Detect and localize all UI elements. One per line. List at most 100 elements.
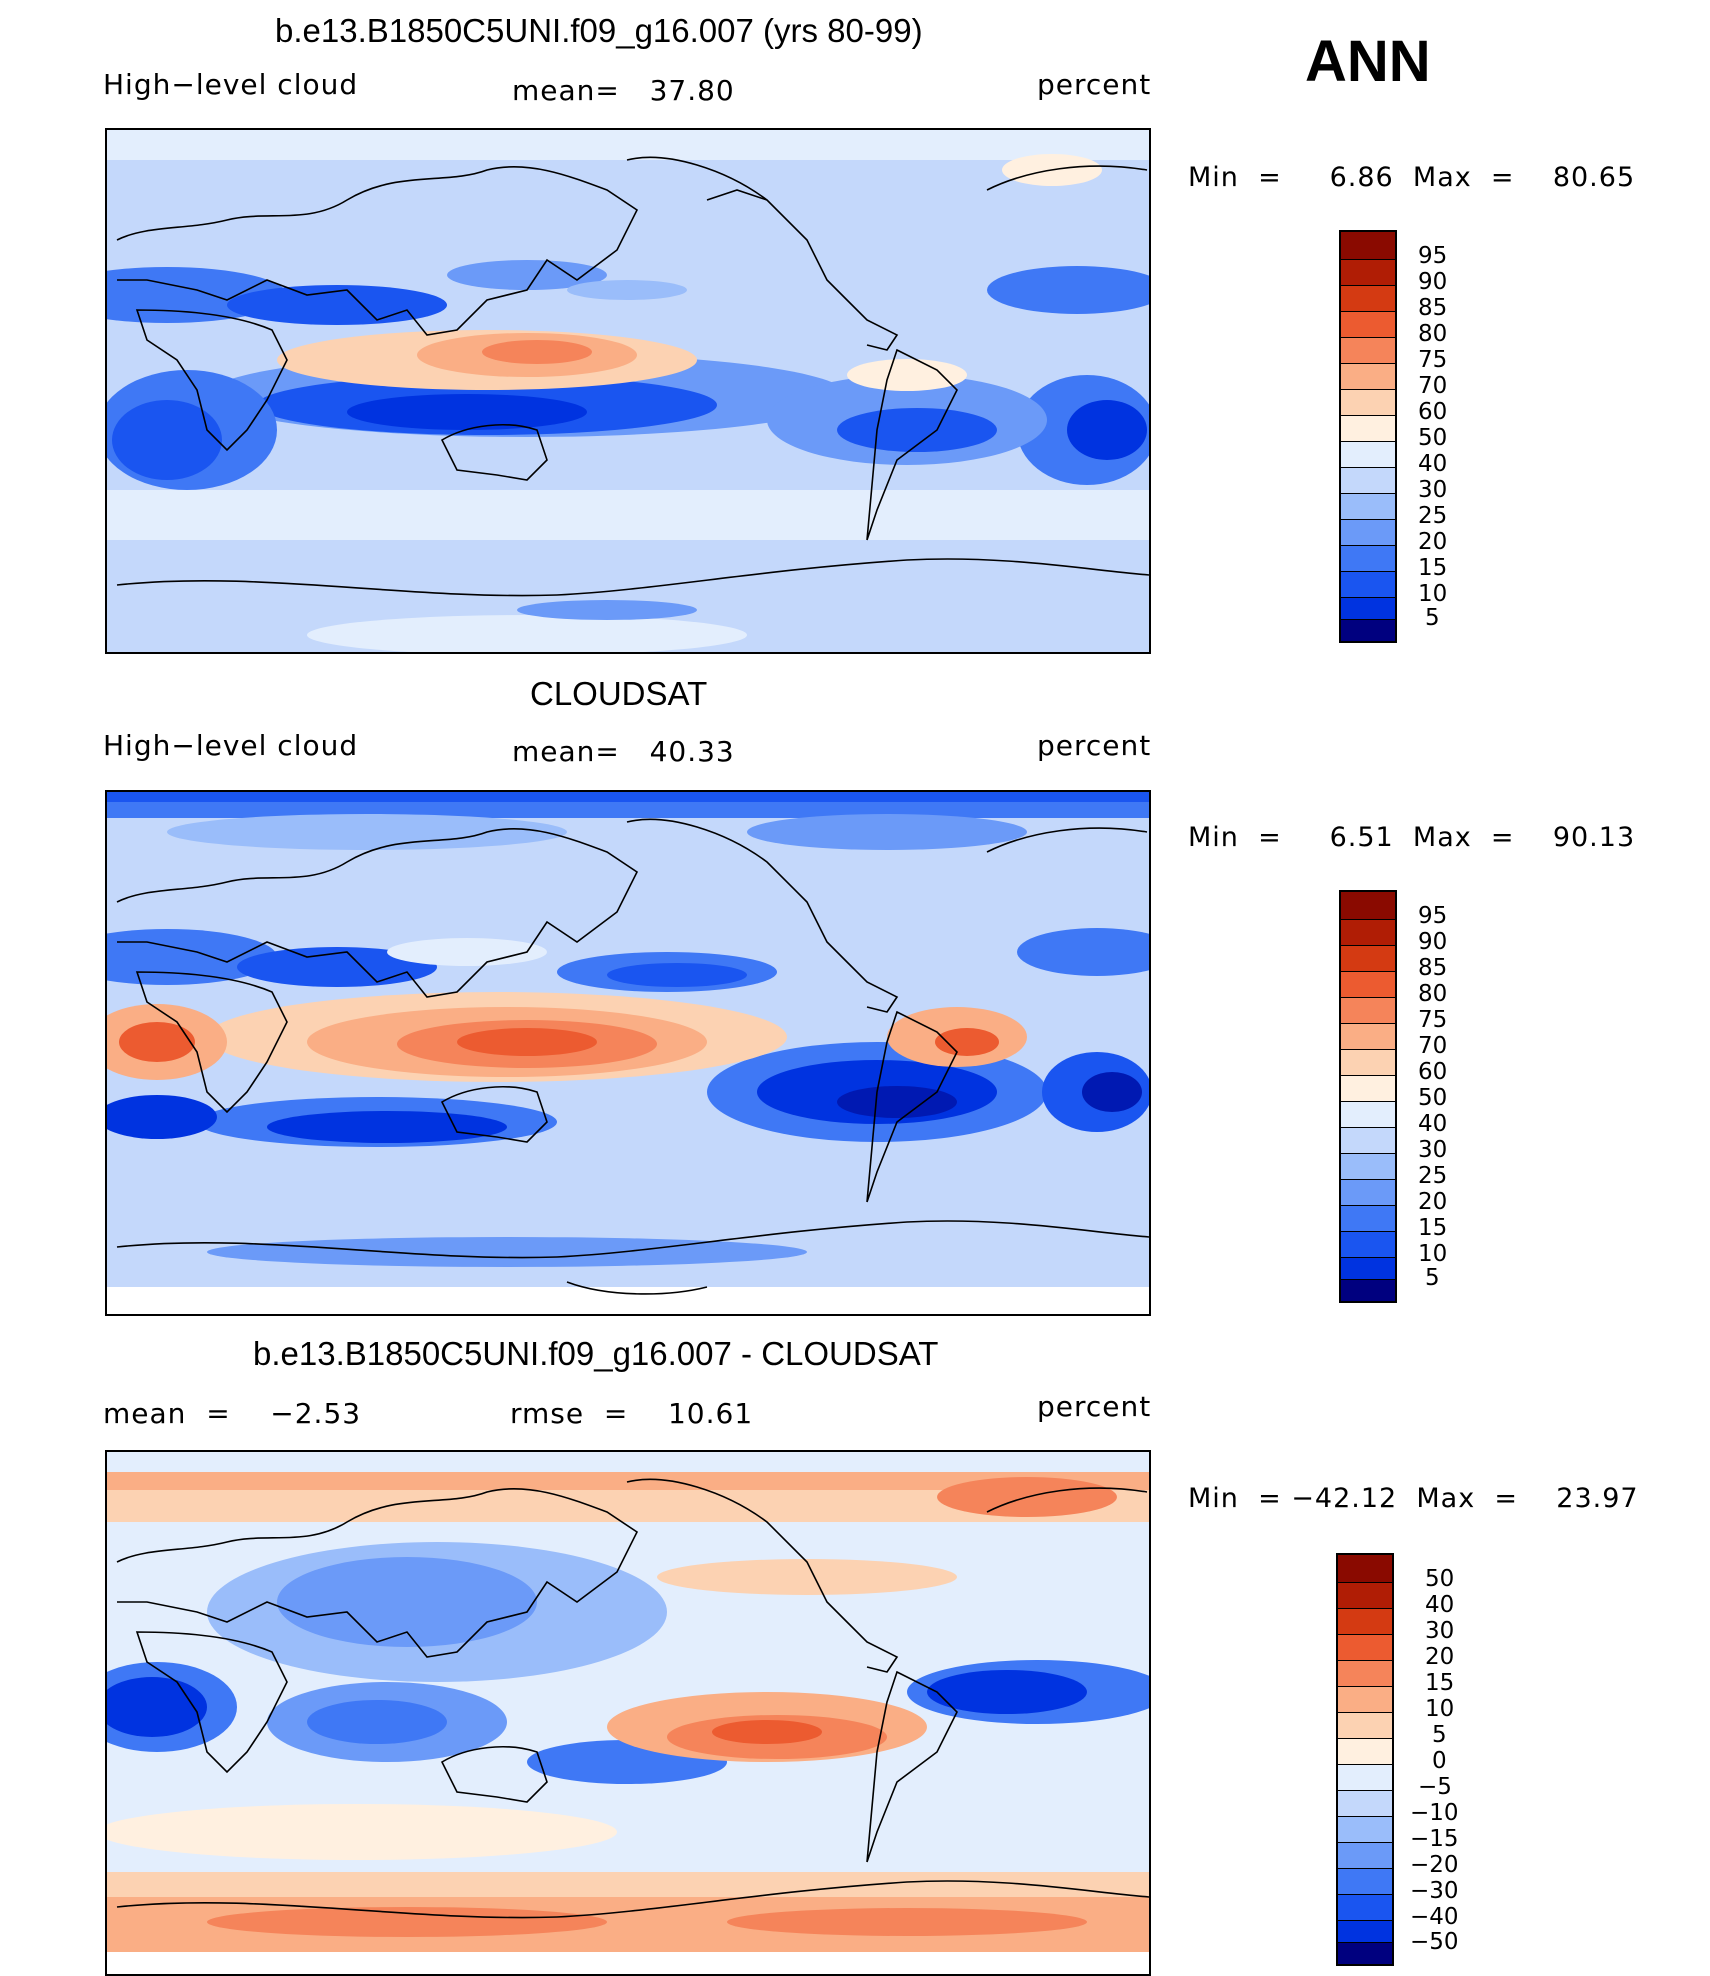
panel-2-map — [105, 790, 1151, 1316]
panel-3-map-svg — [107, 1452, 1149, 1974]
season-label: ANN — [1305, 29, 1431, 94]
panel-1-colorbar-swatch — [1341, 493, 1395, 519]
panel-2-colorbar-swatch — [1341, 1101, 1395, 1127]
panel-1-colorbar-label: 15 — [1418, 555, 1448, 581]
panel-1-units-label: percent — [1037, 68, 1152, 101]
panel-1-colorbar-label: 90 — [1418, 269, 1448, 295]
panel-2-colorbar-swatch — [1341, 919, 1395, 945]
panel-1-colorbar — [1339, 230, 1397, 643]
panel-3-colorbar-label: −40 — [1410, 1904, 1459, 1930]
panel-3-colorbar-label: 10 — [1425, 1696, 1455, 1722]
panel-2-title: CLOUDSAT — [530, 675, 708, 712]
panel-3-colorbar-label: −10 — [1410, 1800, 1459, 1826]
panel-3-map — [105, 1450, 1151, 1976]
panel-2-colorbar-label: 90 — [1418, 929, 1448, 955]
panel-2-colorbar-swatch — [1341, 1257, 1395, 1279]
panel-1-colorbar-label: 60 — [1418, 399, 1448, 425]
panel-1-colorbar-label: 85 — [1418, 295, 1448, 321]
panel-3-colorbar-swatch — [1338, 1712, 1392, 1738]
panel-3-minmax: Min = −42.12 Max = 23.97 — [1188, 1483, 1639, 1514]
panel-2-colorbar-swatch — [1341, 971, 1395, 997]
panel-2-colorbar-swatch — [1341, 1153, 1395, 1179]
panel-3-colorbar-label: −30 — [1410, 1878, 1459, 1904]
panel-3-colorbar-label: −5 — [1418, 1774, 1452, 1800]
panel-2-colorbar-swatch — [1341, 1023, 1395, 1049]
panel-2-colorbar-label: 5 — [1425, 1265, 1440, 1291]
panel-2-colorbar-swatch — [1341, 1049, 1395, 1075]
panel-3-colorbar-swatch — [1338, 1942, 1392, 1964]
panel-2-colorbar-label: 85 — [1418, 955, 1448, 981]
panel-3-colorbar-label: 30 — [1425, 1618, 1455, 1644]
panel-1-colorbar-label: 30 — [1418, 477, 1448, 503]
panel-2-colorbar-label: 15 — [1418, 1215, 1448, 1241]
panel-1-colorbar-swatch — [1341, 259, 1395, 285]
panel-1-colorbar-swatch — [1341, 232, 1395, 259]
panel-2-colorbar-label: 25 — [1418, 1163, 1448, 1189]
panel-3-colorbar-swatch — [1338, 1660, 1392, 1686]
panel-3-colorbar-swatch — [1338, 1816, 1392, 1842]
panel-2-mean-label: mean= 40.33 — [512, 735, 735, 768]
panel-3-colorbar-swatch — [1338, 1790, 1392, 1816]
panel-3-colorbar-swatch — [1338, 1868, 1392, 1894]
panel-1-colorbar-swatch — [1341, 519, 1395, 545]
panel-1-colorbar-swatch — [1341, 441, 1395, 467]
panel-2-colorbar-label: 30 — [1418, 1137, 1448, 1163]
panel-2-colorbar-swatch — [1341, 892, 1395, 919]
panel-1-colorbar-label: 20 — [1418, 529, 1448, 555]
panel-1-colorbar-label: 75 — [1418, 347, 1448, 373]
panel-3-colorbar-label: 40 — [1425, 1592, 1455, 1618]
panel-2-colorbar-swatch — [1341, 1075, 1395, 1101]
panel-3-colorbar-label: −50 — [1410, 1929, 1459, 1955]
panel-2-map-svg — [107, 792, 1149, 1314]
panel-3-colorbar-swatch — [1338, 1894, 1392, 1920]
panel-1-colorbar-swatch — [1341, 597, 1395, 619]
panel-2-colorbar-swatch — [1341, 1231, 1395, 1257]
panel-2-units-label: percent — [1037, 729, 1152, 762]
panel-3-colorbar-swatch — [1338, 1738, 1392, 1764]
panel-3-colorbar-label: 15 — [1425, 1670, 1455, 1696]
panel-1-colorbar-label: 70 — [1418, 373, 1448, 399]
panel-2-colorbar-label: 50 — [1418, 1085, 1448, 1111]
panel-3-colorbar-swatch — [1338, 1842, 1392, 1868]
panel-3-colorbar-label: 0 — [1432, 1748, 1447, 1774]
panel-1-colorbar-swatch — [1341, 337, 1395, 363]
panel-1-title: b.e13.B1850C5UNI.f09_g16.007 (yrs 80-99) — [275, 12, 923, 49]
panel-1-mean-label: mean= 37.80 — [512, 74, 735, 107]
panel-2-colorbar-swatch — [1341, 1279, 1395, 1301]
panel-1-colorbar-swatch — [1341, 285, 1395, 311]
panel-1-colorbar-swatch — [1341, 619, 1395, 641]
panel-3-colorbar-label: 50 — [1425, 1566, 1455, 1592]
panel-2-colorbar-swatch — [1341, 1205, 1395, 1231]
panel-3-colorbar-swatch — [1338, 1555, 1392, 1582]
panel-1-map — [105, 128, 1151, 654]
panel-1-minmax: Min = 6.86 Max = 80.65 — [1188, 162, 1636, 193]
panel-2-colorbar-label: 10 — [1418, 1241, 1448, 1267]
panel-2-colorbar-label: 70 — [1418, 1033, 1448, 1059]
panel-3-colorbar-swatch — [1338, 1686, 1392, 1712]
panel-3-colorbar-swatch — [1338, 1582, 1392, 1608]
panel-1-colorbar-swatch — [1341, 389, 1395, 415]
panel-2-colorbar-label: 40 — [1418, 1111, 1448, 1137]
panel-3-title: b.e13.B1850C5UNI.f09_g16.007 - CLOUDSAT — [253, 1335, 939, 1372]
panel-3-colorbar — [1336, 1553, 1394, 1966]
panel-1-colorbar-swatch — [1341, 311, 1395, 337]
panel-3-colorbar-label: −20 — [1410, 1852, 1459, 1878]
panel-1-map-svg — [107, 130, 1149, 652]
panel-2-colorbar-swatch — [1341, 997, 1395, 1023]
panel-2-colorbar-label: 95 — [1418, 903, 1448, 929]
panel-3-colorbar-swatch — [1338, 1764, 1392, 1790]
panel-1-colorbar-swatch — [1341, 363, 1395, 389]
panel-1-colorbar-label: 80 — [1418, 321, 1448, 347]
panel-2-colorbar-label: 80 — [1418, 981, 1448, 1007]
panel-1-colorbar-swatch — [1341, 545, 1395, 571]
panel-1-colorbar-label: 25 — [1418, 503, 1448, 529]
panel-1-colorbar-label: 50 — [1418, 425, 1448, 451]
panel-3-colorbar-label: 20 — [1425, 1644, 1455, 1670]
panel-3-colorbar-swatch — [1338, 1608, 1392, 1634]
panel-1-colorbar-swatch — [1341, 467, 1395, 493]
panel-1-colorbar-swatch — [1341, 415, 1395, 441]
panel-2-colorbar-swatch — [1341, 1127, 1395, 1153]
panel-2-colorbar-label: 60 — [1418, 1059, 1448, 1085]
panel-2-colorbar-swatch — [1341, 945, 1395, 971]
panel-3-colorbar-swatch — [1338, 1920, 1392, 1942]
